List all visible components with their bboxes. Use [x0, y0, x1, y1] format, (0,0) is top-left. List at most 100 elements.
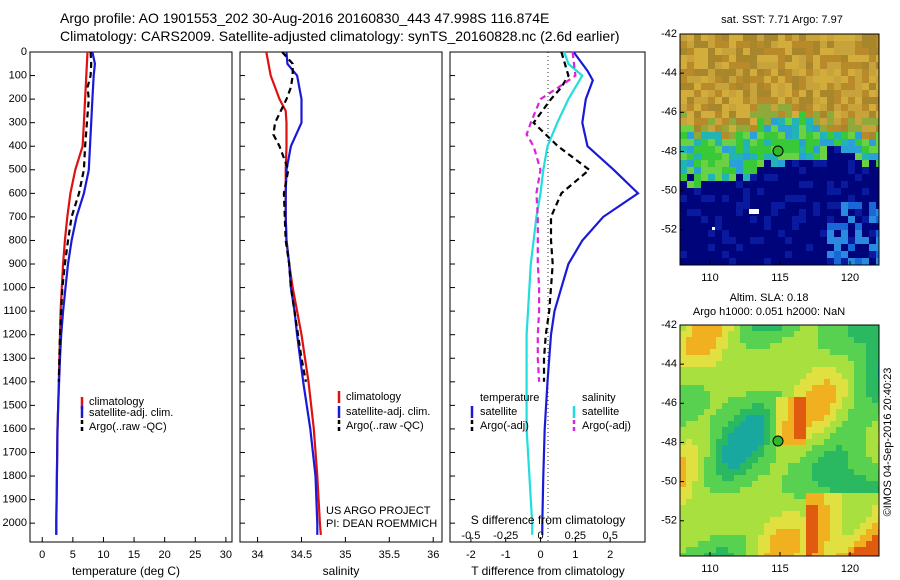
sla-cell [764, 379, 770, 385]
sla-cell [722, 409, 728, 415]
sla-cell [836, 523, 842, 529]
sst-cell [736, 111, 743, 118]
sst-cell [806, 230, 813, 237]
sla-cell [848, 517, 854, 523]
sla-cell [812, 331, 818, 337]
x-tick-label: 34 [251, 549, 263, 561]
sst-cell [701, 209, 708, 216]
sst-cell [764, 181, 771, 188]
sst-missing-data-patch [749, 209, 759, 214]
sla-cell [764, 445, 770, 451]
sst-cell [729, 244, 736, 251]
sst-cell [778, 181, 785, 188]
sla-cell [752, 505, 758, 511]
sst-cell [694, 153, 701, 160]
sla-cell [860, 373, 866, 379]
sla-cell [740, 439, 746, 445]
sla-cell [848, 553, 854, 556]
sla-cell [788, 463, 794, 469]
sla-cell [704, 469, 710, 475]
sst-cell [750, 104, 757, 111]
sst-cell [862, 62, 869, 69]
sla-cell [854, 469, 860, 475]
sst-cell [680, 237, 687, 244]
sla-cell [854, 493, 860, 499]
sla-cell [836, 457, 842, 463]
sla-cell [836, 325, 842, 331]
sla-cell [764, 325, 770, 331]
sla-cell [860, 367, 866, 373]
sla-cell [680, 349, 686, 355]
sla-cell [800, 325, 806, 331]
sst-cell [694, 76, 701, 83]
sst-cell [743, 55, 750, 62]
sst-cell [869, 258, 876, 265]
sst-cell [862, 104, 869, 111]
sla-cell [764, 427, 770, 433]
sst-cell [855, 244, 862, 251]
sla-cell [758, 487, 764, 493]
sla-cell [830, 385, 836, 391]
sst-cell [701, 69, 708, 76]
sst-cell [722, 153, 729, 160]
sst-cell [841, 209, 848, 216]
sst-cell [722, 195, 729, 202]
sst-cell [806, 139, 813, 146]
sla-cell [704, 445, 710, 451]
sla-cell [686, 499, 692, 505]
sst-cell [799, 195, 806, 202]
sst-cell [827, 209, 834, 216]
sla-cell [776, 469, 782, 475]
sla-cell [860, 331, 866, 337]
sla-cell [752, 415, 758, 421]
sst-cell [876, 146, 879, 153]
sla-cell [872, 451, 878, 457]
sla-cell [812, 535, 818, 541]
sla-cell [812, 499, 818, 505]
sla-cell [776, 505, 782, 511]
sla-cell [854, 409, 860, 415]
sla-cell [698, 439, 704, 445]
sst-cell [722, 223, 729, 230]
sla-cell [716, 361, 722, 367]
sla-cell [788, 403, 794, 409]
sla-cell [734, 379, 740, 385]
sla-cell [824, 349, 830, 355]
sst-cell [694, 104, 701, 111]
sla-cell [800, 409, 806, 415]
sla-cell [764, 517, 770, 523]
sla-cell [818, 505, 824, 511]
sst-cell [771, 181, 778, 188]
sst-cell [771, 104, 778, 111]
sst-cell [757, 111, 764, 118]
sla-cell [680, 517, 686, 523]
sst-cell [708, 181, 715, 188]
sla-cell [764, 553, 770, 556]
sla-cell [770, 463, 776, 469]
sla-cell [686, 373, 692, 379]
sst-cell [792, 223, 799, 230]
sla-cell [860, 541, 866, 547]
sla-cell [734, 325, 740, 331]
sst-cell [876, 188, 879, 195]
sla-cell [836, 409, 842, 415]
sst-cell [792, 118, 799, 125]
sst-cell [764, 97, 771, 104]
sla-cell [872, 493, 878, 499]
sla-cell [758, 451, 764, 457]
sst-cell [792, 55, 799, 62]
sla-cell [740, 433, 746, 439]
sst-cell [736, 132, 743, 139]
sla-cell [848, 499, 854, 505]
sla-cell [830, 541, 836, 547]
sst-cell [785, 160, 792, 167]
sla-cell [842, 409, 848, 415]
sla-cell [854, 547, 860, 553]
sst-cell [799, 146, 806, 153]
sst-cell [729, 132, 736, 139]
sst-cell [743, 174, 750, 181]
sla-cell [722, 391, 728, 397]
sla-cell [764, 475, 770, 481]
sla-cell [776, 517, 782, 523]
sla-cell [812, 475, 818, 481]
